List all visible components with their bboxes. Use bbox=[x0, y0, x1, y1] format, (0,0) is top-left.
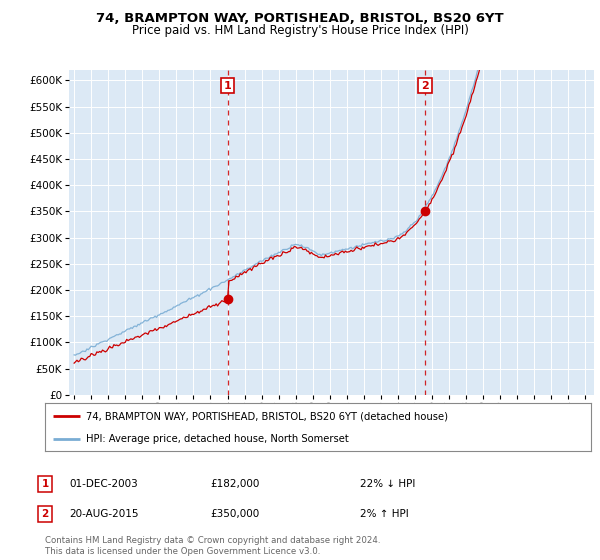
Text: 2: 2 bbox=[41, 509, 49, 519]
Text: £350,000: £350,000 bbox=[210, 509, 259, 519]
Text: 2: 2 bbox=[421, 81, 429, 91]
Text: 2% ↑ HPI: 2% ↑ HPI bbox=[360, 509, 409, 519]
Text: £182,000: £182,000 bbox=[210, 479, 259, 489]
Text: 1: 1 bbox=[224, 81, 232, 91]
Text: 20-AUG-2015: 20-AUG-2015 bbox=[69, 509, 139, 519]
Text: 74, BRAMPTON WAY, PORTISHEAD, BRISTOL, BS20 6YT (detached house): 74, BRAMPTON WAY, PORTISHEAD, BRISTOL, B… bbox=[86, 411, 448, 421]
Text: 01-DEC-2003: 01-DEC-2003 bbox=[69, 479, 138, 489]
Text: 1: 1 bbox=[41, 479, 49, 489]
Text: 74, BRAMPTON WAY, PORTISHEAD, BRISTOL, BS20 6YT: 74, BRAMPTON WAY, PORTISHEAD, BRISTOL, B… bbox=[96, 12, 504, 25]
Text: Contains HM Land Registry data © Crown copyright and database right 2024.
This d: Contains HM Land Registry data © Crown c… bbox=[45, 536, 380, 556]
Text: Price paid vs. HM Land Registry's House Price Index (HPI): Price paid vs. HM Land Registry's House … bbox=[131, 24, 469, 37]
Text: 22% ↓ HPI: 22% ↓ HPI bbox=[360, 479, 415, 489]
Text: HPI: Average price, detached house, North Somerset: HPI: Average price, detached house, Nort… bbox=[86, 434, 349, 444]
